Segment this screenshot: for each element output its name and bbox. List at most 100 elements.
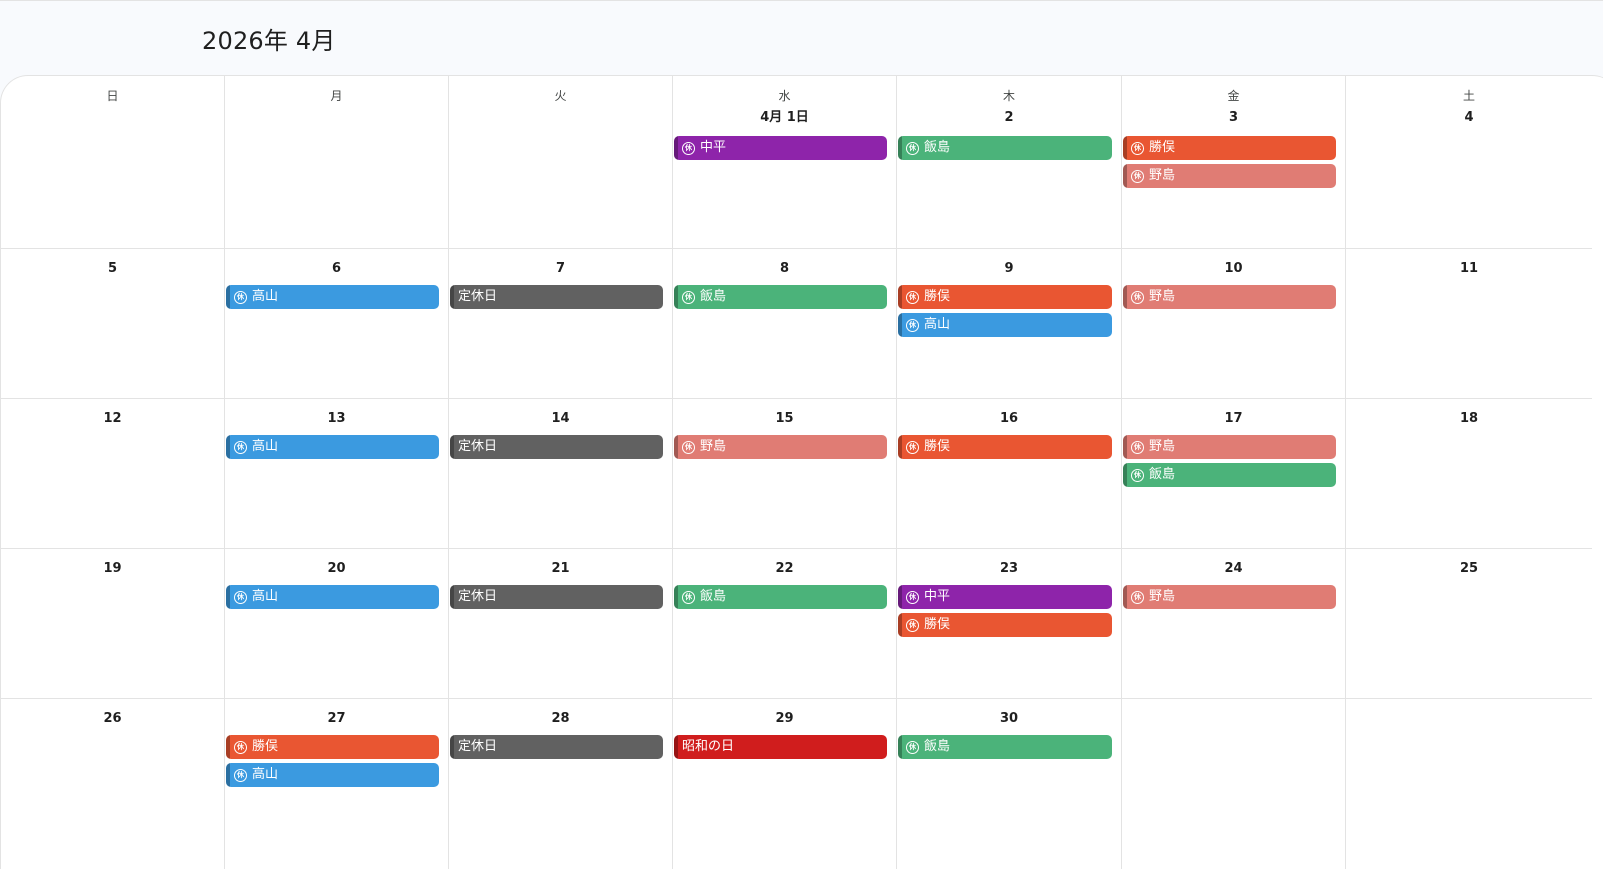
event-chip[interactable]: 休中平 <box>674 136 887 160</box>
day-cell[interactable]: 29 昭和の日 <box>673 699 897 869</box>
event-chip[interactable]: 休飯島 <box>674 285 887 309</box>
leave-badge-icon: 休 <box>906 740 919 754</box>
day-number[interactable]: 28 <box>551 711 570 726</box>
day-number[interactable]: 26 <box>103 711 122 726</box>
day-cell[interactable]: 12 <box>1 399 225 549</box>
day-number[interactable]: 4月 1日 <box>760 110 809 125</box>
day-number[interactable]: 15 <box>775 411 794 426</box>
day-cell[interactable]: 11 <box>1346 249 1592 399</box>
event-chip[interactable]: 定休日 <box>450 285 663 309</box>
event-chip[interactable]: 休勝俣 <box>898 435 1112 459</box>
day-cell[interactable] <box>1122 699 1346 869</box>
day-cell[interactable]: 24 休野島 <box>1122 549 1346 699</box>
day-number[interactable]: 9 <box>1004 261 1014 276</box>
day-cell[interactable]: 19 <box>1 549 225 699</box>
day-number[interactable]: 13 <box>327 411 346 426</box>
day-cell[interactable]: 9 休勝俣休高山 <box>897 249 1122 399</box>
day-cell[interactable]: 15 休野島 <box>673 399 897 549</box>
event-chip[interactable]: 休勝俣 <box>226 735 439 759</box>
day-number[interactable]: 4 <box>1464 110 1474 125</box>
day-number[interactable]: 23 <box>999 561 1019 576</box>
event-list: 休高山 <box>225 585 448 609</box>
day-number[interactable]: 19 <box>103 561 122 576</box>
event-chip[interactable]: 休高山 <box>226 285 439 309</box>
event-chip[interactable]: 休中平 <box>898 585 1112 609</box>
day-cell[interactable] <box>1346 699 1592 869</box>
day-number[interactable]: 22 <box>775 561 794 576</box>
day-number[interactable]: 16 <box>999 411 1019 426</box>
day-cell[interactable]: 23 休中平休勝俣 <box>897 549 1122 699</box>
leave-badge-icon: 休 <box>234 740 247 754</box>
day-cell[interactable]: 14 定休日 <box>449 399 673 549</box>
day-cell[interactable]: 月 <box>225 76 449 249</box>
day-number[interactable]: 24 <box>1224 561 1243 576</box>
day-cell[interactable]: 18 <box>1346 399 1592 549</box>
event-chip[interactable]: 休勝俣 <box>898 613 1112 637</box>
day-number[interactable]: 30 <box>999 711 1019 726</box>
day-number[interactable]: 5 <box>107 261 118 276</box>
event-list: 休勝俣休高山 <box>897 285 1121 337</box>
event-chip[interactable]: 定休日 <box>450 735 663 759</box>
event-chip[interactable]: 休飯島 <box>674 585 887 609</box>
event-chip[interactable]: 休勝俣 <box>1123 136 1336 160</box>
day-cell[interactable]: 5 <box>1 249 225 399</box>
day-cell[interactable]: 20 休高山 <box>225 549 449 699</box>
day-cell[interactable]: 27 休勝俣休高山 <box>225 699 449 869</box>
day-number[interactable]: 27 <box>327 711 346 726</box>
day-cell[interactable]: 28 定休日 <box>449 699 673 869</box>
day-cell[interactable]: 21 定休日 <box>449 549 673 699</box>
event-chip[interactable]: 休勝俣 <box>898 285 1112 309</box>
event-chip[interactable]: 定休日 <box>450 585 663 609</box>
event-chip[interactable]: 休野島 <box>674 435 887 459</box>
event-label: 勝俣 <box>924 617 951 632</box>
day-number[interactable]: 12 <box>103 411 122 426</box>
day-cell[interactable]: 7 定休日 <box>449 249 673 399</box>
day-cell[interactable]: 木 2 休飯島 <box>897 76 1122 249</box>
day-number[interactable]: 20 <box>327 561 346 576</box>
event-chip[interactable]: 休飯島 <box>898 136 1112 160</box>
event-chip[interactable]: 休高山 <box>226 763 439 787</box>
day-number[interactable]: 14 <box>551 411 570 426</box>
day-cell[interactable]: 17 休野島休飯島 <box>1122 399 1346 549</box>
day-number[interactable]: 17 <box>1224 411 1243 426</box>
day-cell[interactable]: 金 3 休勝俣休野島 <box>1122 76 1346 249</box>
day-cell[interactable]: 10 休野島 <box>1122 249 1346 399</box>
day-cell[interactable]: 30 休飯島 <box>897 699 1122 869</box>
event-chip[interactable]: 休野島 <box>1123 164 1336 188</box>
event-label: 飯島 <box>924 140 951 155</box>
day-cell[interactable]: 26 <box>1 699 225 869</box>
day-number[interactable]: 7 <box>555 261 566 276</box>
day-number[interactable]: 21 <box>551 561 570 576</box>
day-cell[interactable]: 8 休飯島 <box>673 249 897 399</box>
day-cell[interactable]: 13 休高山 <box>225 399 449 549</box>
event-chip[interactable]: 休高山 <box>226 435 439 459</box>
event-label: 高山 <box>252 589 279 604</box>
event-chip[interactable]: 休飯島 <box>898 735 1112 759</box>
day-number[interactable]: 10 <box>1224 261 1243 276</box>
event-chip[interactable]: 昭和の日 <box>674 735 887 759</box>
day-cell[interactable]: 22 休飯島 <box>673 549 897 699</box>
event-chip[interactable]: 休高山 <box>898 313 1112 337</box>
day-cell[interactable]: 火 <box>449 76 673 249</box>
day-cell[interactable]: 25 <box>1346 549 1592 699</box>
month-grid: 日月火水 4月 1日休中平木 2 休飯島金 3 休勝俣休野島土 4 5 6 休高山 7 定休日 8 休飯島… <box>1 76 1592 869</box>
day-cell[interactable]: 6 休高山 <box>225 249 449 399</box>
day-cell[interactable]: 水 4月 1日休中平 <box>673 76 897 249</box>
day-number[interactable]: 25 <box>1459 561 1479 576</box>
day-number[interactable]: 3 <box>1228 110 1239 125</box>
day-number[interactable]: 11 <box>1459 261 1479 276</box>
event-chip[interactable]: 定休日 <box>450 435 663 459</box>
day-number[interactable]: 8 <box>779 261 790 276</box>
day-cell[interactable]: 日 <box>1 76 225 249</box>
event-chip[interactable]: 休野島 <box>1123 585 1336 609</box>
day-number[interactable]: 18 <box>1459 411 1479 426</box>
day-number[interactable]: 2 <box>1004 110 1014 125</box>
day-number[interactable]: 29 <box>775 711 794 726</box>
event-chip[interactable]: 休野島 <box>1123 285 1336 309</box>
day-cell[interactable]: 16 休勝俣 <box>897 399 1122 549</box>
event-chip[interactable]: 休飯島 <box>1123 463 1336 487</box>
event-chip[interactable]: 休野島 <box>1123 435 1336 459</box>
day-number[interactable]: 6 <box>331 261 342 276</box>
event-chip[interactable]: 休高山 <box>226 585 439 609</box>
